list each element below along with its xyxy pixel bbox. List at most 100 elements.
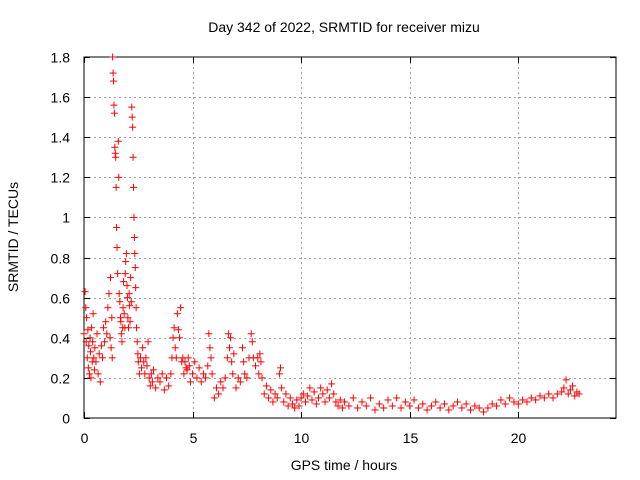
data-point [278,384,286,392]
data-point [432,398,440,406]
data-point [310,388,318,396]
data-point [354,404,362,412]
data-point [126,302,134,310]
x-axis-title: GPS time / hours [291,457,398,473]
data-point [177,304,185,312]
data-point [234,374,242,382]
data-point [449,402,457,410]
data-point [100,324,108,332]
data-point [83,354,91,362]
data-point [467,406,475,414]
data-point [256,350,264,358]
data-point [82,304,90,312]
data-point [362,402,370,410]
data-point [98,354,106,362]
y-tick-label: 1.8 [51,50,71,66]
data-point [170,324,178,332]
data-point [204,362,212,370]
data-point [172,354,180,362]
data-point [338,404,346,412]
data-point [139,344,147,352]
data-point [527,394,535,402]
data-point [575,390,583,398]
y-axis-title: SRMTID / TECUs [5,182,21,292]
data-point [275,370,283,378]
data-point [140,358,148,366]
data-point [419,400,427,408]
data-point [87,348,95,356]
data-point [205,330,213,338]
data-point [223,354,231,362]
data-point [81,288,89,296]
data-point [545,390,553,398]
data-point [225,344,233,352]
data-point [125,290,133,298]
data-point [406,402,414,410]
data-point [480,408,488,416]
data-point [114,137,122,145]
data-point [142,354,150,362]
data-point [436,404,444,412]
y-tick-label: 1 [62,210,70,226]
y-tick-label: 0.6 [51,291,71,307]
data-point [321,398,329,406]
data-point [562,376,570,384]
data-point [138,364,146,372]
data-point [193,374,201,382]
data-point [125,324,133,332]
data-point [149,366,157,374]
data-point [462,400,470,408]
data-point [345,402,353,410]
data-point [110,101,118,109]
data-point [440,400,448,408]
data-point [146,382,154,390]
data-point [299,390,307,398]
data-point [186,378,194,386]
data-point [106,274,114,282]
data-point [273,394,281,402]
data-point [312,400,320,408]
data-point [87,374,95,382]
x-tick-label: 15 [403,430,419,446]
data-point [423,406,431,414]
data-point [277,364,285,372]
data-point [180,370,188,378]
data-point [221,374,229,382]
data-point [215,390,223,398]
data-point [488,400,496,408]
data-point [129,123,137,131]
data-point [97,342,105,350]
y-tick-label: 0.2 [51,371,71,387]
data-point [427,402,435,410]
data-point [367,394,375,402]
chart-title: Day 342 of 2022, SRMTID for receiver miz… [208,19,480,35]
data-point [109,53,117,61]
data-point [154,374,162,382]
data-point [228,358,236,366]
data-point [247,330,255,338]
data-point [229,370,237,378]
data-point [169,334,177,342]
data-point [88,324,96,332]
data-point [101,338,109,346]
data-point [232,384,240,392]
data-point [195,364,203,372]
data-point [104,304,112,312]
data-point [86,334,94,342]
data-point [184,354,192,362]
data-point [108,314,116,322]
data-point [102,318,110,326]
data-point [210,394,218,402]
data-point [240,358,248,366]
data-point [130,234,138,241]
data-point [84,364,92,372]
data-point [206,344,214,352]
axis-ticks [84,57,616,419]
data-point [284,402,292,410]
data-point [197,378,205,386]
data-point [167,370,175,378]
data-point [475,404,483,412]
data-point [103,330,111,338]
grid [84,57,616,418]
